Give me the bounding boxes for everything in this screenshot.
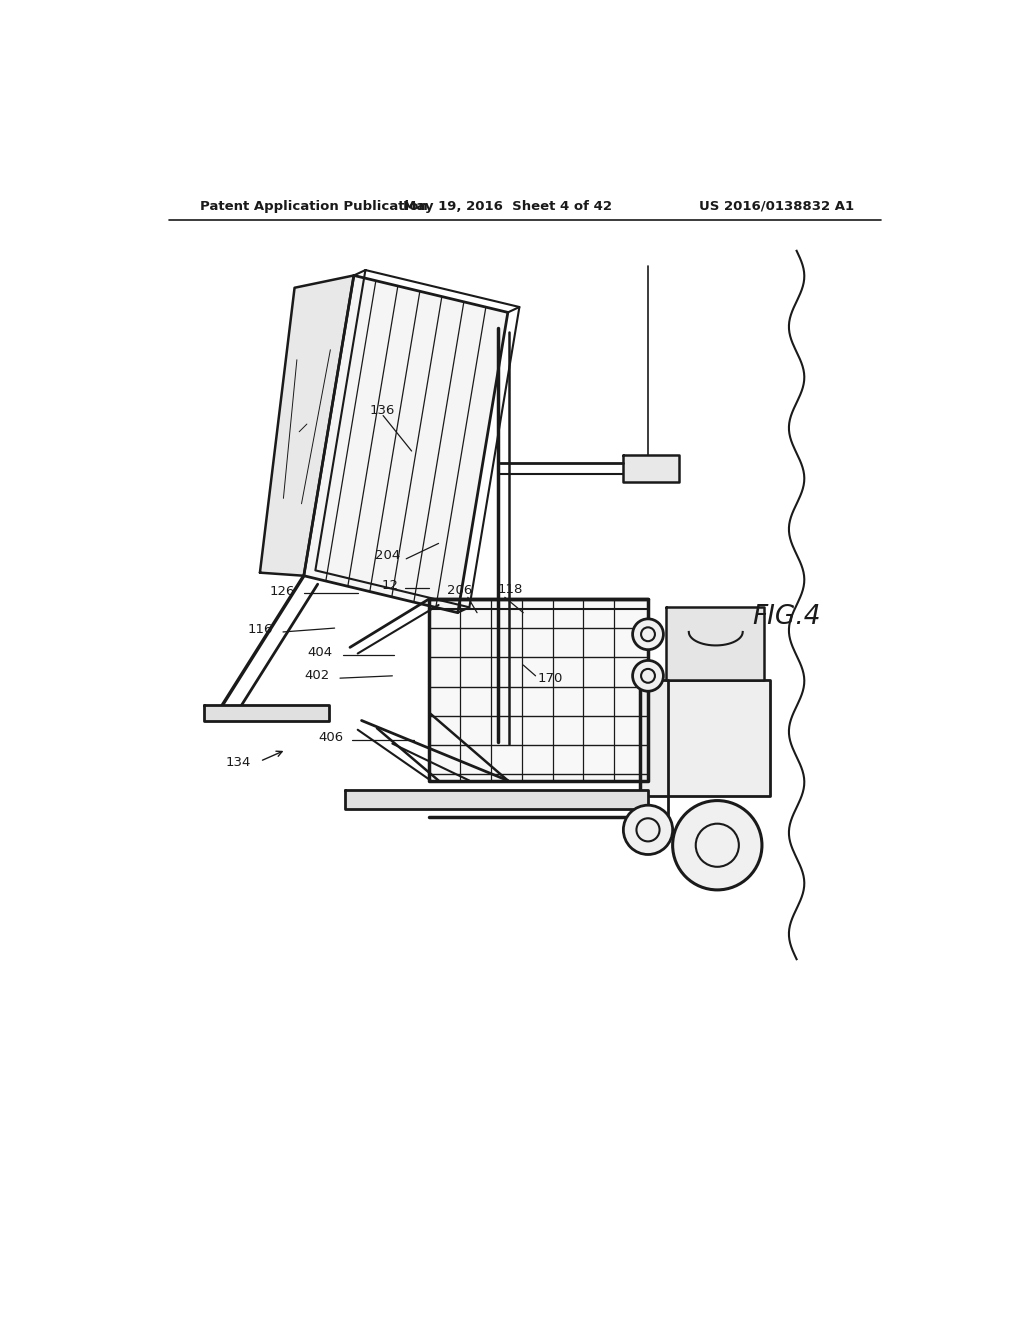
Text: 126: 126 (269, 585, 295, 598)
Text: 136: 136 (370, 404, 394, 417)
Text: FIG.4: FIG.4 (753, 603, 821, 630)
Polygon shape (666, 607, 764, 681)
Polygon shape (624, 455, 679, 482)
Circle shape (624, 805, 673, 854)
Polygon shape (429, 599, 648, 780)
Text: 206: 206 (447, 585, 473, 598)
Text: May 19, 2016  Sheet 4 of 42: May 19, 2016 Sheet 4 of 42 (403, 199, 612, 213)
Text: 402: 402 (304, 669, 330, 682)
Text: 170: 170 (538, 672, 562, 685)
Text: 134: 134 (225, 756, 251, 770)
Text: US 2016/0138832 A1: US 2016/0138832 A1 (699, 199, 854, 213)
Circle shape (673, 800, 762, 890)
Polygon shape (304, 276, 508, 612)
Polygon shape (260, 276, 354, 576)
Text: 204: 204 (375, 549, 400, 562)
Text: 118: 118 (497, 582, 522, 595)
Circle shape (633, 619, 664, 649)
Text: 116: 116 (248, 623, 273, 636)
Text: 406: 406 (318, 731, 343, 744)
Polygon shape (204, 705, 330, 721)
Circle shape (633, 660, 664, 692)
Text: 12: 12 (382, 579, 398, 593)
Polygon shape (640, 681, 770, 796)
Text: Patent Application Publication: Patent Application Publication (200, 199, 428, 213)
Text: 404: 404 (307, 647, 333, 659)
Polygon shape (345, 789, 648, 809)
